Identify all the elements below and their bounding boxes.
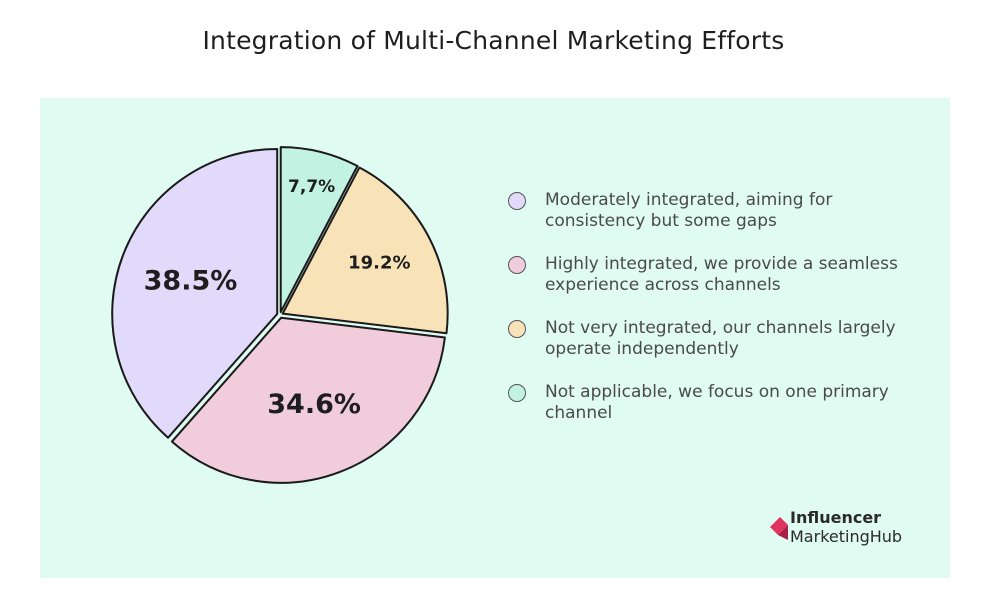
- logo-line2a: Marketing: [790, 527, 870, 546]
- legend: Moderately integrated, aiming for consis…: [508, 190, 928, 446]
- slice-label: 7,7%: [288, 177, 335, 197]
- influencer-marketing-hub-logo: Influencer MarketingHub: [770, 508, 940, 548]
- slice-label: 38.5%: [144, 266, 238, 297]
- chart-panel: 7,7% 19.2% 34.6% 38.5% Moderately integrate…: [40, 98, 950, 578]
- legend-item: Not very integrated, our channels largel…: [508, 318, 928, 360]
- legend-label: Not applicable, we focus on one primary …: [545, 382, 889, 423]
- pie-slice: [281, 166, 449, 335]
- legend-swatch: [508, 256, 526, 274]
- legend-swatch: [508, 320, 526, 338]
- legend-item: Moderately integrated, aiming for consis…: [508, 190, 928, 232]
- logo-line2: MarketingHub: [790, 527, 902, 546]
- logo-mark-icon: [770, 517, 788, 540]
- slice-label: 34.6%: [267, 389, 361, 420]
- pie-slice: [111, 147, 279, 439]
- legend-label: Not very integrated, our channels largel…: [545, 318, 896, 359]
- pie-slice: [279, 146, 359, 314]
- slice-label: 19.2%: [348, 252, 410, 273]
- chart-title: Integration of Multi-Channel Marketing E…: [202, 26, 785, 55]
- pie-chart: 7,7% 19.2% 34.6% 38.5%: [111, 146, 449, 484]
- pie-slice: [170, 316, 446, 484]
- legend-swatch: [508, 384, 526, 402]
- legend-label: Moderately integrated, aiming for consis…: [545, 190, 833, 231]
- legend-item: Highly integrated, we provide a seamless…: [508, 254, 928, 296]
- legend-swatch: [508, 192, 526, 210]
- logo-line1: Influencer: [790, 508, 882, 527]
- legend-item: Not applicable, we focus on one primary …: [508, 382, 928, 424]
- logo-line2b: Hub: [869, 527, 903, 546]
- legend-label: Highly integrated, we provide a seamless…: [545, 254, 898, 295]
